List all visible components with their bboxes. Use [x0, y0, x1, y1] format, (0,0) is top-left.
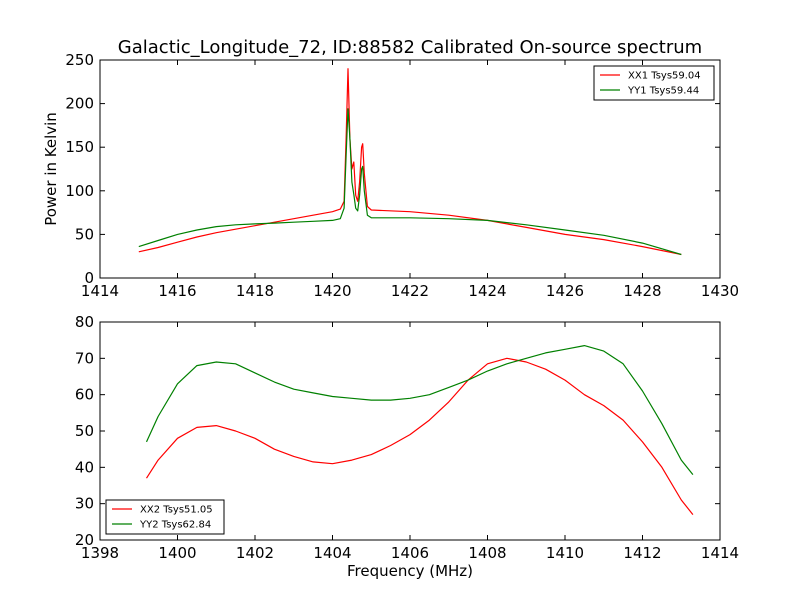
x-tick-label: 1414 [81, 282, 119, 300]
y-tick-label: 50 [75, 225, 94, 243]
x-tick-label: 1398 [81, 544, 119, 562]
y-tick-label: 70 [75, 349, 94, 367]
x-tick-label: 1408 [468, 544, 506, 562]
x-tick-label: 1404 [313, 544, 351, 562]
y-tick-label: 150 [65, 138, 94, 156]
y-tick-label: 80 [75, 313, 94, 331]
bottom-panel: 1398 1400 1402 1404 1406 1408 1410 1412 1414 20 30… [75, 313, 739, 562]
y-tick-label: 40 [75, 458, 94, 476]
legend-entry: XX2 Tsys51.05 [140, 505, 213, 516]
y-tick-label: 0 [84, 269, 94, 287]
y-tick-label: 200 [65, 95, 94, 113]
legend-entry: YY2 Tsys62.84 [139, 520, 211, 531]
x-tick-label: 1426 [546, 282, 584, 300]
y-tick-label: 250 [65, 51, 94, 69]
x-tick-label: 1406 [391, 544, 429, 562]
x-tick-label: 1420 [313, 282, 351, 300]
y-tick-label: 60 [75, 386, 94, 404]
y-tick-label: 30 [75, 495, 94, 513]
x-tick-label: 1422 [391, 282, 429, 300]
x-tick-label: 1414 [701, 544, 739, 562]
series-line-1-1 [145, 345, 694, 475]
y-tick-label: 20 [75, 531, 94, 549]
legend-box [593, 65, 715, 101]
top-y-axis-label: Power in Kelvin [42, 112, 60, 226]
top-panel: 1414 1416 1418 1420 1422 1424 1426 1428 1430 0 50 1… [65, 51, 739, 300]
x-tick-label: 1424 [468, 282, 506, 300]
legend-entry: YY1 Tsys59.44 [627, 86, 699, 97]
series-line-1-0 [145, 357, 694, 515]
bottom-x-axis-label: Frequency (MHz) [347, 562, 473, 580]
series-line-0-0 [138, 68, 682, 256]
x-tick-label: 1402 [236, 544, 274, 562]
x-tick-label: 1418 [236, 282, 274, 300]
x-tick-label: 1412 [623, 544, 661, 562]
y-tick-label: 50 [75, 422, 94, 440]
x-tick-label: 1410 [546, 544, 584, 562]
x-tick-label: 1400 [158, 544, 196, 562]
x-tick-label: 1430 [701, 282, 739, 300]
legend: XX2 Tsys51.05 YY2 Tsys62.84 [105, 499, 225, 535]
legend: XX1 Tsys59.04 YY1 Tsys59.44 [593, 65, 715, 101]
y-tick-label: 100 [65, 182, 94, 200]
chart-title: Galactic_Longitude_72, ID:88582 Calibrat… [118, 37, 702, 58]
legend-box [105, 499, 225, 535]
legend-entry: XX1 Tsys59.04 [628, 71, 701, 82]
x-tick-label: 1416 [158, 282, 196, 300]
series-line-0-1 [138, 108, 682, 256]
x-tick-label: 1428 [623, 282, 661, 300]
